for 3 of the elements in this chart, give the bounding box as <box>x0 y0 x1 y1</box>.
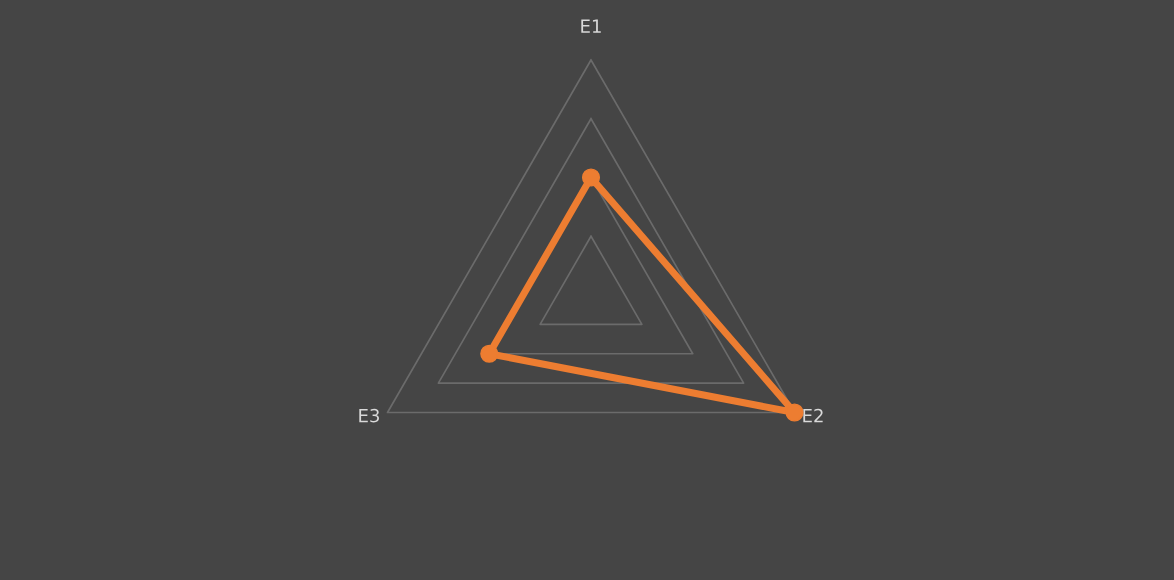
spoke-label: E3 <box>359 408 379 423</box>
spoke-label: E2 <box>803 408 823 423</box>
spoke-label: E1 <box>581 19 601 33</box>
